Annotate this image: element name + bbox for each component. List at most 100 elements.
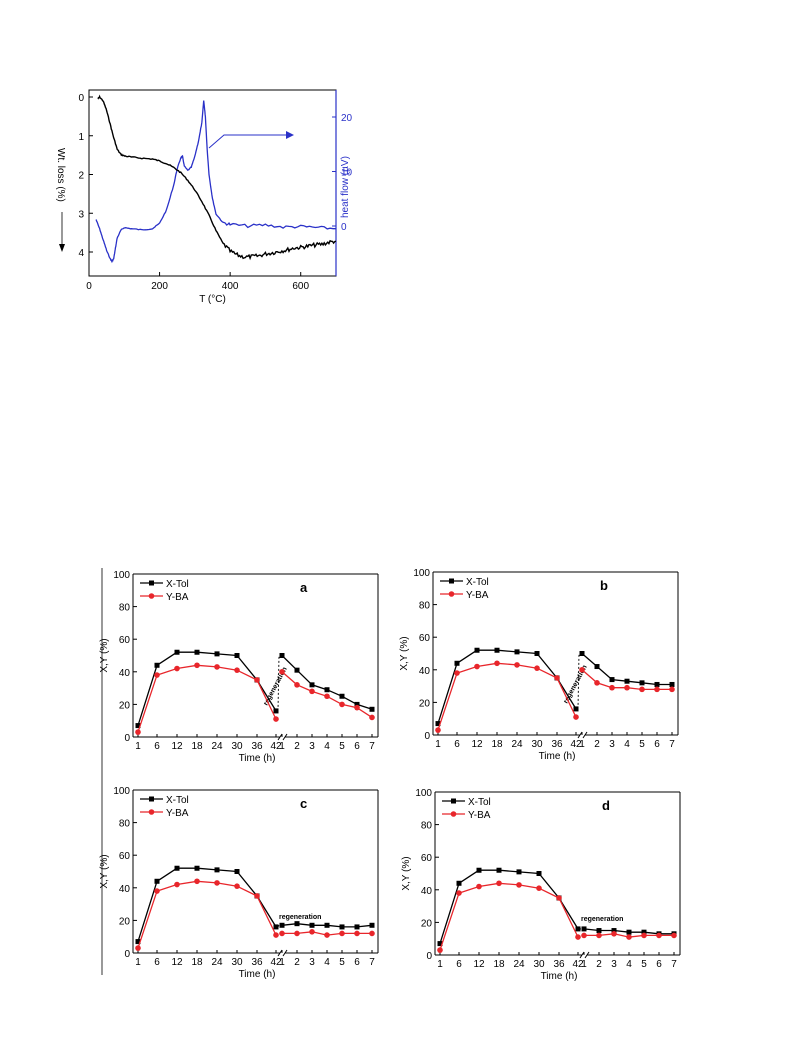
y-tick-label: 40 (419, 666, 431, 677)
y-ba-point (135, 945, 141, 951)
x-tol-point (273, 708, 279, 714)
x-tick-label: 6 (354, 957, 360, 968)
legend-marker (448, 591, 455, 597)
y-ba-series-line (137, 880, 277, 949)
x-tick-label: 200 (151, 281, 168, 292)
x-tol-series-line (137, 651, 277, 726)
y-ba-point (294, 682, 300, 688)
x-tol-point (234, 869, 240, 874)
y-ba-point (194, 878, 200, 885)
x-tick-label: 5 (339, 741, 345, 752)
x-tol-series-line (281, 655, 373, 710)
y-ba-point (254, 893, 260, 899)
y-left-tick-label: 0 (78, 93, 84, 104)
x-tick-label: 5 (639, 739, 645, 750)
x-tol-point (294, 921, 300, 927)
x-tol-point (454, 660, 460, 666)
x-tol-point (369, 706, 375, 712)
x-tick-label: 4 (324, 741, 330, 752)
x-tick-label: 2 (294, 957, 300, 968)
x-tol-point (174, 865, 180, 871)
y-right-axis-label: heat flow (µV) (340, 156, 351, 218)
y-tick-label: 40 (119, 668, 131, 679)
x-tol-point (624, 678, 630, 684)
y-tick-label: 20 (421, 918, 433, 929)
regeneration-label: regeneration (279, 914, 321, 921)
y-ba-point (639, 686, 645, 693)
y-tick-label: 100 (113, 786, 130, 797)
x-tol-point (135, 723, 141, 729)
x-tol-point (611, 928, 617, 934)
y-ba-point (214, 664, 220, 670)
tga-chart: 0 200 400 600 0 1 2 3 4 0 10 20 T (°C) Wt. loss (%) he… (55, 89, 353, 305)
x-tick-label: 1 (581, 959, 587, 970)
y-ba-point (324, 932, 330, 938)
y-left-axis-label: Wt. loss (%) (55, 148, 66, 202)
legend-marker (149, 796, 154, 802)
y-left-tick-label: 4 (78, 248, 84, 259)
x-tick-label: 2 (596, 959, 602, 970)
x-tol-point (214, 867, 220, 873)
x-tick-label: 6 (354, 741, 360, 752)
axis-break-mark (579, 951, 585, 959)
x-tick-label: 6 (154, 741, 160, 752)
x-tol-point (575, 926, 581, 932)
x-tick-label: 1 (135, 741, 141, 752)
y-ba-point (573, 714, 579, 720)
x-tick-label: 24 (511, 739, 523, 750)
x-tick-label: 4 (626, 959, 632, 970)
x-tick-label: 0 (86, 281, 92, 292)
x-tick-label: 400 (222, 281, 239, 292)
y-ba-series-line (137, 664, 277, 733)
y-ba-point (214, 880, 220, 886)
x-tick-label: 18 (191, 741, 203, 752)
legend-marker (451, 798, 456, 804)
x-tol-point (494, 647, 500, 653)
x-tol-point (456, 880, 462, 886)
legend-marker (148, 593, 155, 599)
x-tol-point (214, 651, 220, 657)
x-tol-point (641, 929, 647, 935)
x-tick-label: 1 (279, 957, 285, 968)
y-ba-point (626, 934, 632, 940)
x-tick-label: 42 (572, 959, 584, 970)
axis-break-mark (282, 733, 288, 741)
x-tick-label: 5 (641, 959, 647, 970)
x-tol-point (536, 871, 542, 876)
y-tick-label: 60 (421, 853, 433, 864)
y-ba-point (354, 930, 360, 937)
y-ba-point (369, 714, 375, 721)
y-ba-point (234, 667, 240, 673)
x-tol-point (435, 721, 441, 727)
x-tick-label: 1 (135, 957, 141, 968)
y-ba-series-line (439, 882, 579, 951)
y-ba-point (435, 727, 441, 733)
y-ba-point (494, 660, 500, 667)
legend-marker (450, 811, 457, 817)
y-ba-point (654, 686, 660, 693)
x-tick-label: 42 (270, 741, 282, 752)
y-axis-label: X,Y (%) (401, 856, 412, 890)
x-tick-label: 24 (211, 957, 223, 968)
x-tick-label: 7 (369, 741, 375, 752)
x-tol-point (309, 682, 315, 688)
x-tick-label: 12 (171, 957, 183, 968)
y-ba-point (454, 670, 460, 676)
x-tick-label: 18 (191, 957, 203, 968)
y-axis-label: X,Y (%) (99, 854, 110, 888)
y-tick-label: 40 (119, 884, 131, 895)
x-tol-point (594, 664, 600, 670)
y-ba-series-line (437, 662, 577, 731)
y-ba-point (369, 930, 375, 937)
x-tol-point (279, 653, 285, 658)
x-tol-point (154, 878, 160, 884)
x-tick-label: 24 (211, 741, 223, 752)
y-ba-point (339, 930, 345, 937)
y-right-tick-label: 20 (341, 113, 353, 124)
x-tick-label: 36 (553, 959, 565, 970)
y-tick-label: 100 (415, 788, 432, 799)
x-tol-point (669, 681, 675, 687)
axis-break-mark (577, 731, 583, 739)
